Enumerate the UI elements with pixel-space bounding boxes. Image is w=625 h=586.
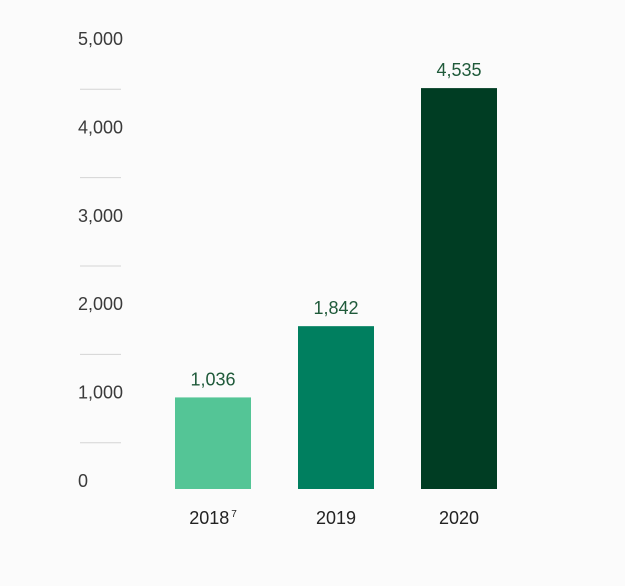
- x-axis: 2018 7 2019 2020: [189, 508, 479, 528]
- bar-2018: [175, 397, 251, 489]
- x-tick-label: 2020: [439, 508, 479, 528]
- y-axis: 0 1,000 2,000 3,000 4,000 5,000: [78, 29, 123, 491]
- footnote-superscript: 7: [231, 509, 237, 520]
- x-tick-label: 2019: [316, 508, 356, 528]
- y-tick-label: 2,000: [78, 294, 123, 314]
- bar-2020: [421, 88, 497, 489]
- bars: [175, 88, 497, 489]
- data-label: 1,842: [313, 298, 358, 318]
- y-tick-label: 0: [78, 471, 88, 491]
- data-label: 4,535: [436, 60, 481, 80]
- bar-2019: [298, 326, 374, 489]
- y-tick-label: 4,000: [78, 117, 123, 137]
- y-tick-label: 1,000: [78, 383, 123, 403]
- grid-layer: [80, 88, 121, 444]
- y-tick-label: 3,000: [78, 206, 123, 226]
- x-tick-label: 2018 7: [189, 508, 237, 528]
- y-tick-label: 5,000: [78, 29, 123, 49]
- data-label: 1,036: [190, 369, 235, 389]
- data-labels: 1,036 1,842 4,535: [190, 60, 481, 389]
